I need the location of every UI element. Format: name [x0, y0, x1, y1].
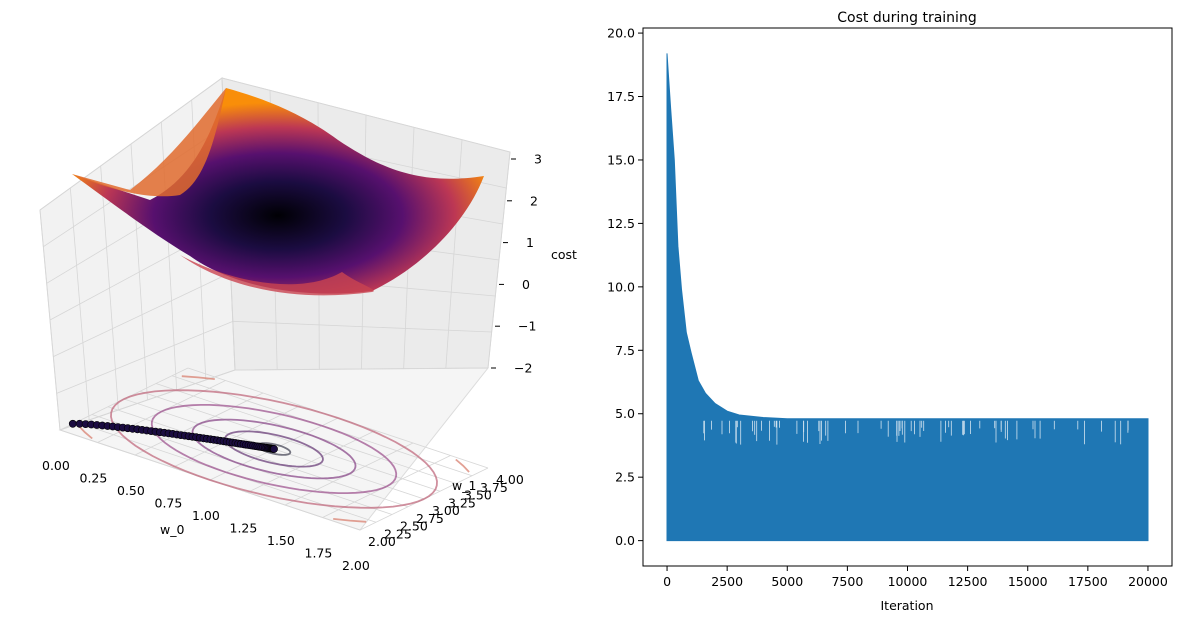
z-tick-label: −1: [518, 319, 536, 334]
y-tick-label: 2.75: [416, 511, 444, 526]
x-axis-label: Iteration: [880, 598, 933, 613]
x-tick-labels: 0 2500 5000 7500 10000 12500 15000 17500 20000: [663, 566, 1168, 589]
cost-surface-back: [72, 88, 226, 197]
y-tick-label: 10.0: [607, 279, 635, 294]
x-axis-label-3d: w_0: [160, 522, 184, 537]
z-tick-labels-3d: 3 2 1 0 −1 −2: [491, 152, 542, 376]
grid-line: [487, 151, 511, 369]
contour-line: [110, 389, 438, 509]
cost-surface-rim: [180, 255, 374, 296]
z-tick-label: 3: [534, 152, 542, 167]
contour-line: [224, 430, 324, 468]
cost-series: [666, 53, 1149, 542]
x-tick-label: 7500: [831, 574, 863, 589]
grid-line: [445, 139, 463, 369]
x-tick-label: 12500: [948, 574, 988, 589]
grid-line: [39, 209, 61, 431]
contour-line: [78, 375, 470, 523]
grid-line: [247, 430, 376, 493]
x-tick-label: 0.25: [80, 471, 108, 486]
gradient-descent-trajectory: [68, 419, 278, 453]
y-tick-label: 2.50: [400, 519, 428, 534]
z-tick-label: 2: [530, 193, 538, 208]
z-axis-label-3d: cost: [551, 247, 577, 262]
z-tick-label: 0: [522, 277, 530, 292]
y-tick-label: 3.75: [480, 480, 508, 495]
y-tick-label: 20.0: [607, 26, 635, 41]
contour-lines: [78, 375, 470, 523]
y-tick-label: 0.0: [615, 533, 635, 548]
x-tick-label: 0.50: [117, 483, 145, 498]
y-tick-label: 15.0: [607, 152, 635, 167]
chart-title: Cost during training: [837, 10, 976, 26]
grid-line: [100, 165, 119, 411]
y-tick-label: 17.5: [607, 89, 635, 104]
x-tick-label: 10000: [888, 574, 928, 589]
x-tick-labels-3d: 0.00 0.25 0.50 0.75 1.00 1.25 1.50 1.75 2.00: [42, 458, 370, 573]
z-tick-label: −2: [514, 361, 532, 376]
x-tick-label: 1.25: [230, 521, 258, 536]
contour-line: [150, 404, 398, 494]
grid-line: [69, 187, 90, 421]
cost-spikes: [703, 420, 1129, 445]
x-tick-label: 2.00: [342, 558, 370, 573]
y-tick-labels-3d: 2.002.252.502.753.003.253.503.754.00: [368, 472, 524, 549]
y-tick-label: 2.00: [368, 534, 396, 549]
x-tick-label: 17500: [1068, 574, 1108, 589]
y-tick-label: 3.00: [432, 503, 460, 518]
y-tick-label: 4.00: [496, 472, 524, 487]
x-tick-label: 1.75: [305, 546, 333, 561]
x-tick-label: 1.00: [192, 508, 220, 523]
y-tick-label: 3.25: [448, 495, 476, 510]
x-tick-label: 15000: [1008, 574, 1048, 589]
x-tick-label: 0.00: [42, 458, 70, 473]
surface-plot: 0.00 0.25 0.50 0.75 1.00 1.25 1.50 1.75 2.00 2.0…: [39, 77, 577, 573]
x-tick-label: 20000: [1128, 574, 1168, 589]
trajectory-point: [68, 419, 77, 428]
y-tick-label: 2.25: [384, 526, 412, 541]
x-tick-label: 2500: [711, 574, 743, 589]
grid-line: [139, 390, 441, 492]
y-tick-labels: 0.0 2.5 5.0 7.5 10.0 12.5 15.0 17.5 20.0: [607, 26, 643, 548]
y-tick-label: 7.5: [615, 343, 635, 358]
y-tick-label: 5.0: [615, 406, 635, 421]
x-tick-label: 1.50: [267, 533, 295, 548]
y-tick-label: 12.5: [607, 216, 635, 231]
x-tick-label: 0.75: [155, 496, 183, 511]
z-tick-label: 1: [526, 235, 534, 250]
cost-chart: Cost during training 0 2500 5000 7500 10000 1…: [607, 10, 1173, 613]
grid-line: [130, 143, 148, 401]
contour-line: [191, 418, 357, 480]
y-tick-label: 2.5: [615, 470, 635, 485]
x-tick-label: 5000: [771, 574, 803, 589]
y-axis-label-3d: w_1: [452, 478, 476, 493]
y-tick-label: 3.50: [464, 488, 492, 503]
cost-surface: [72, 88, 484, 294]
x-tick-label: 0: [663, 574, 671, 589]
trajectory-point: [270, 445, 278, 453]
